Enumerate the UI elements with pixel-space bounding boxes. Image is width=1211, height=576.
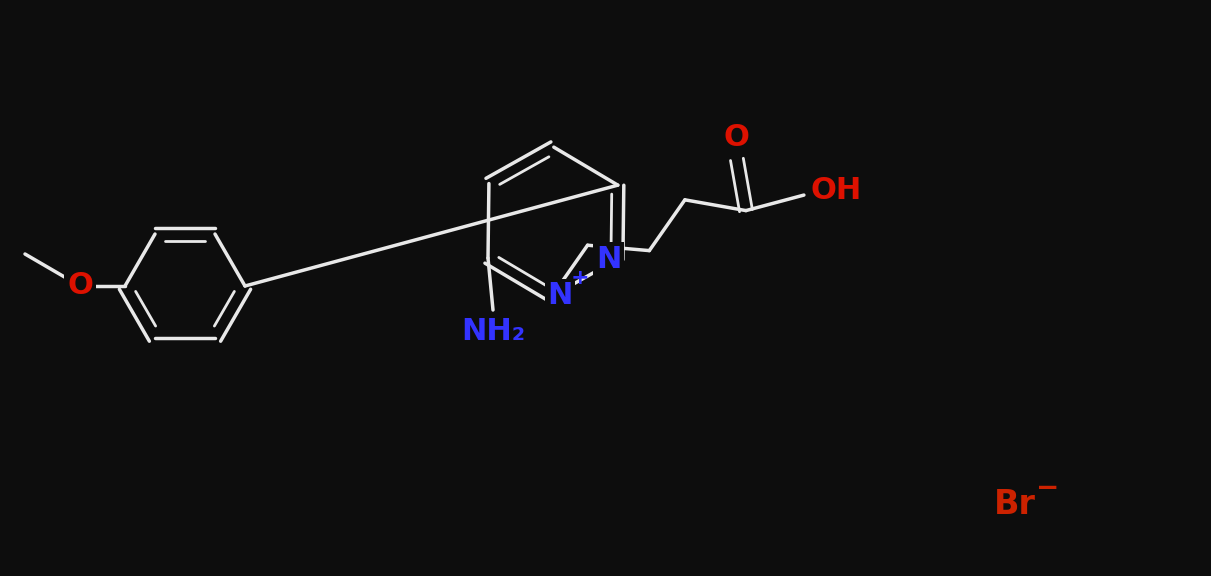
Text: −: − xyxy=(1037,474,1060,502)
Text: NH₂: NH₂ xyxy=(461,317,526,347)
Text: N: N xyxy=(547,282,573,310)
Text: +: + xyxy=(570,268,590,288)
Text: Br: Br xyxy=(994,487,1035,521)
Text: O: O xyxy=(67,271,93,301)
Text: N: N xyxy=(596,245,621,274)
Text: OH: OH xyxy=(810,176,861,204)
Text: O: O xyxy=(724,123,750,152)
